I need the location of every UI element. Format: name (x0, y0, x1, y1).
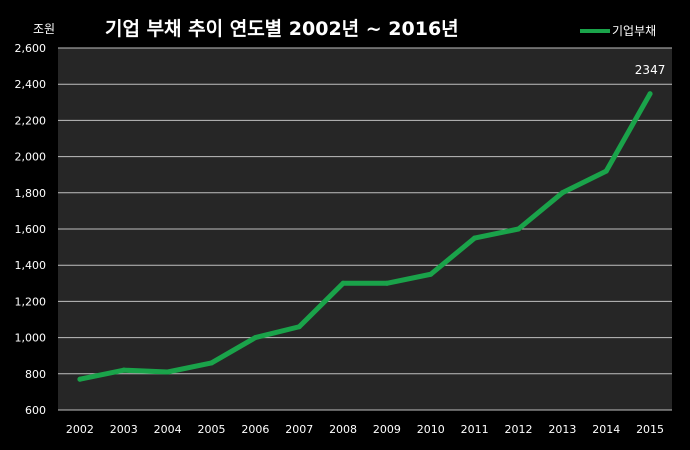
data-point (340, 280, 346, 286)
y-tick-label: 2,200 (15, 114, 47, 127)
y-tick-label: 2,600 (15, 42, 47, 55)
data-point (209, 360, 214, 366)
legend-label: 기업부채 (612, 24, 657, 38)
data-point (647, 91, 653, 97)
data-point (296, 324, 302, 330)
y-axis-ticks: 600 800 1,000 1,200 1,400 1,600 1,800 2,000 2,20… (15, 42, 47, 417)
legend-swatch (580, 28, 610, 33)
y-tick-label: 800 (25, 368, 46, 381)
x-tick-label: 2012 (505, 423, 533, 436)
data-point (252, 335, 258, 341)
series-line (77, 91, 653, 382)
y-tick-label: 2,400 (15, 78, 47, 91)
y-tick-label: 1,400 (15, 259, 47, 272)
x-tick-label: 2003 (110, 423, 138, 436)
data-point (428, 271, 434, 277)
x-tick-label: 2007 (285, 423, 313, 436)
x-tick-label: 2013 (548, 423, 576, 436)
data-point (384, 280, 390, 286)
legend: 기업부채 (580, 22, 656, 39)
x-tick-label: 2009 (373, 423, 401, 436)
data-point (516, 226, 521, 232)
x-axis-ticks: 2002 2003 2004 2005 2006 2007 2008 2009 2010 2011… (66, 423, 664, 436)
series-group (77, 91, 653, 382)
x-tick-label: 2006 (241, 423, 269, 436)
data-point (559, 190, 565, 196)
x-tick-label: 2011 (461, 423, 489, 436)
data-labels: 2347 (635, 63, 666, 77)
y-axis-unit: 조원 (33, 22, 56, 36)
data-point (77, 376, 83, 382)
y-tick-label: 1,200 (15, 295, 47, 308)
chart-title: 기업 부채 추이 연도별 2002년 ~ 2016년 (105, 18, 459, 40)
data-label: 2347 (635, 63, 666, 77)
x-tick-label: 2004 (154, 423, 182, 436)
x-tick-label: 2005 (198, 423, 226, 436)
x-tick-label: 2002 (66, 423, 94, 436)
y-tick-label: 1,000 (15, 332, 47, 345)
data-point (472, 235, 478, 241)
x-tick-label: 2010 (417, 423, 445, 436)
gridlines (58, 47, 672, 411)
x-tick-label: 2008 (329, 423, 357, 436)
y-tick-label: 1,600 (15, 223, 47, 236)
data-point (603, 168, 609, 174)
y-tick-label: 2,000 (15, 151, 47, 164)
y-tick-label: 600 (25, 404, 46, 417)
x-tick-label: 2014 (592, 423, 620, 436)
data-point (165, 369, 171, 375)
x-tick-label: 2015 (636, 423, 664, 436)
y-tick-label: 1,800 (15, 187, 47, 200)
data-point (121, 367, 127, 373)
